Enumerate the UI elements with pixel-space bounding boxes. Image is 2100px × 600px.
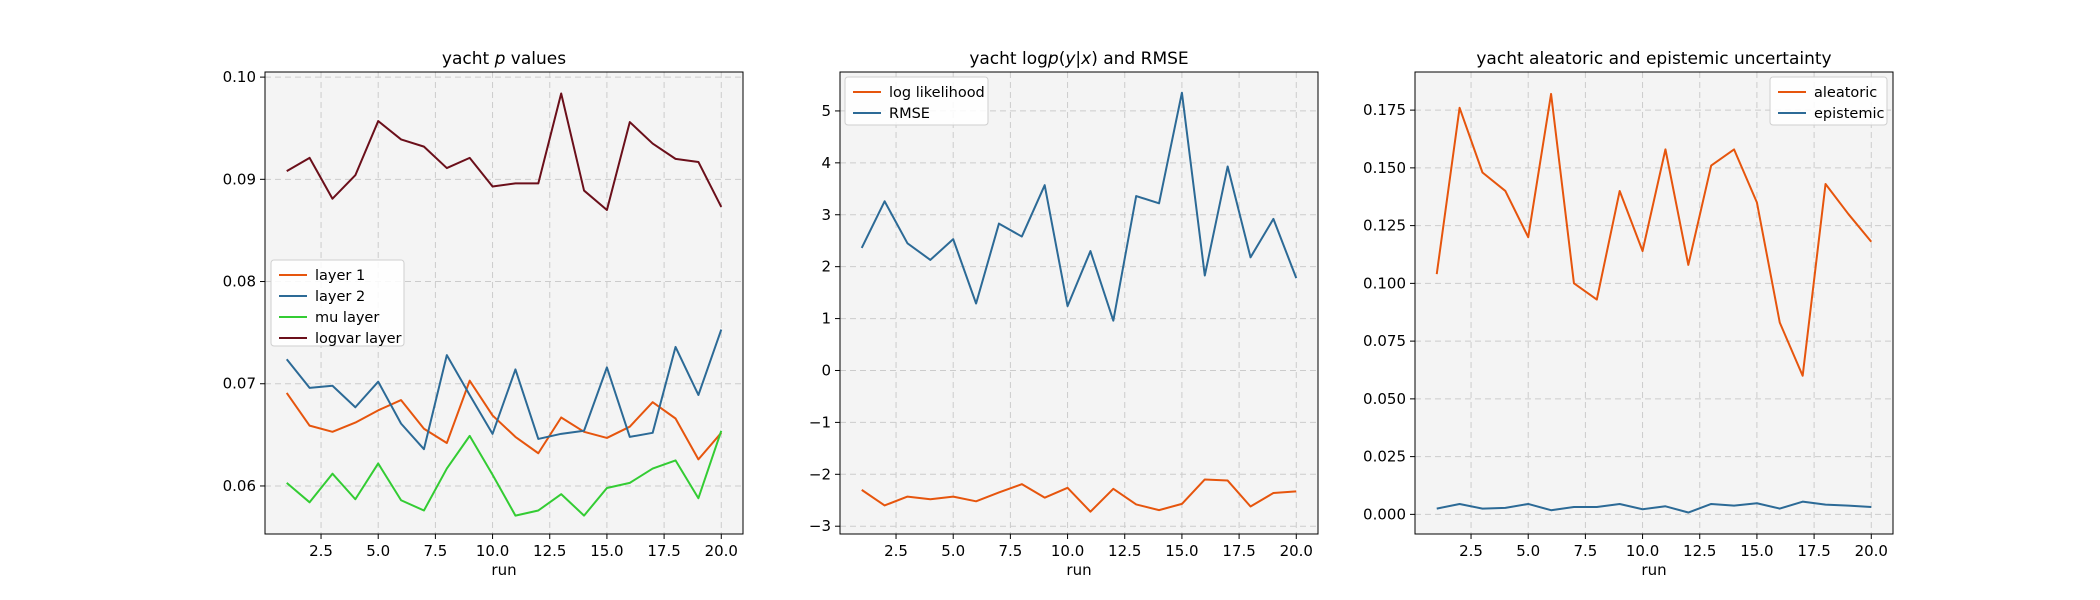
chart-panel-3: 2.5 5.0 7.5 10.0 12.5 15.0 17.5 20.0 0.000 0.025 0… xyxy=(1363,49,1894,579)
y-tick-label: 3 xyxy=(821,206,831,224)
x-tick-label: 10.0 xyxy=(476,542,509,560)
y-tick-label: 0.09 xyxy=(223,170,256,188)
series-line-aleatoric xyxy=(1435,92,1873,377)
legend-label: log likelihood xyxy=(889,85,985,101)
x-tick-label: 15.0 xyxy=(1165,542,1198,560)
x-tick-label: 2.5 xyxy=(309,542,333,560)
x-axis-label: run xyxy=(1066,561,1091,579)
axes-frame xyxy=(839,71,1319,535)
legend: layer 1 layer 2 mu layer logvar layer xyxy=(270,259,405,347)
series-line-log-likelihood xyxy=(861,478,1297,513)
legend-label: layer 1 xyxy=(315,268,365,284)
x-tick-label: 7.5 xyxy=(423,542,447,560)
x-tick-label: 5.0 xyxy=(366,542,390,560)
x-tick-label: 7.5 xyxy=(1573,542,1597,560)
y-tick-label: 1 xyxy=(821,310,831,328)
y-tick-label: −2 xyxy=(809,465,831,483)
y-tick-label: 0.175 xyxy=(1363,101,1406,119)
x-tick-label: 20.0 xyxy=(1855,542,1888,560)
y-tick-label: 0.10 xyxy=(223,68,256,86)
y-tick-label: 4 xyxy=(821,154,831,172)
plot-area xyxy=(840,72,1318,534)
chart-title: yacht aleatoric and epistemic uncertaint… xyxy=(1476,49,1831,69)
chart-title: yacht logp(y|x) and RMSE xyxy=(969,49,1188,69)
y-tick-label: 0.06 xyxy=(223,477,256,495)
legend-label: aleatoric xyxy=(1814,85,1877,101)
series-line-epistemic xyxy=(1436,500,1872,514)
y-tick-label: 0.075 xyxy=(1363,332,1406,350)
plot-area xyxy=(1415,72,1893,534)
x-tick-label: 10.0 xyxy=(1626,542,1659,560)
x-tick-label: 12.5 xyxy=(533,542,566,560)
series-line-layer-1 xyxy=(285,379,723,461)
x-tick-label: 17.5 xyxy=(1222,542,1255,560)
y-tick-label: 0.07 xyxy=(223,375,256,393)
legend: aleatoric epistemic xyxy=(1769,76,1888,126)
x-tick-label: 12.5 xyxy=(1683,542,1716,560)
series-line-RMSE xyxy=(860,91,1298,322)
y-tick-label: −3 xyxy=(809,517,831,535)
y-tick-label: 0.150 xyxy=(1363,159,1406,177)
x-tick-label: 12.5 xyxy=(1108,542,1141,560)
x-tick-label: 5.0 xyxy=(941,542,965,560)
x-tick-label: 15.0 xyxy=(1740,542,1773,560)
axes-frame xyxy=(1414,71,1894,535)
series-line-logvar-layer xyxy=(286,92,723,211)
series-line-layer-2 xyxy=(285,329,723,451)
y-tick-label: 2 xyxy=(821,258,831,276)
x-tick-label: 2.5 xyxy=(884,542,908,560)
x-tick-label: 17.5 xyxy=(1797,542,1830,560)
x-axis-label: run xyxy=(1641,561,1666,579)
legend-label: mu layer xyxy=(315,310,379,326)
x-tick-label: 10.0 xyxy=(1051,542,1084,560)
legend-label: epistemic xyxy=(1814,106,1884,122)
axes-frame xyxy=(264,71,744,535)
x-tick-label: 17.5 xyxy=(647,542,680,560)
y-tick-label: 5 xyxy=(821,102,831,120)
legend-label: layer 2 xyxy=(315,289,365,305)
y-tick-label: 0.08 xyxy=(223,273,256,291)
chart-panel-1: 2.5 5.0 7.5 10.0 12.5 15.0 17.5 20.0 0.06 0.07 0.0… xyxy=(223,49,744,579)
x-tick-label: 5.0 xyxy=(1516,542,1540,560)
series-group xyxy=(1435,92,1873,514)
x-axis-label: run xyxy=(491,561,516,579)
x-tick-label: 20.0 xyxy=(705,542,738,560)
y-tick-label: 0.000 xyxy=(1363,505,1406,523)
chart-title: yacht p values xyxy=(442,49,566,69)
x-tick-label: 2.5 xyxy=(1459,542,1483,560)
legend: log likelihood RMSE xyxy=(844,76,989,126)
x-tick-label: 7.5 xyxy=(998,542,1022,560)
y-tick-label: 0.050 xyxy=(1363,390,1406,408)
y-tick-label: 0.025 xyxy=(1363,448,1406,466)
legend-label: RMSE xyxy=(889,106,930,122)
legend-frame xyxy=(270,259,405,347)
series-group xyxy=(860,91,1298,513)
series-line-mu-layer xyxy=(286,430,723,517)
series-group xyxy=(285,92,723,517)
y-tick-label: −1 xyxy=(809,413,831,431)
y-tick-label: 0.125 xyxy=(1363,217,1406,235)
y-tick-label: 0 xyxy=(821,361,831,379)
x-tick-label: 15.0 xyxy=(590,542,623,560)
y-tick-label: 0.100 xyxy=(1363,274,1406,292)
x-tick-label: 20.0 xyxy=(1280,542,1313,560)
legend-label: logvar layer xyxy=(315,331,402,347)
chart-panel-2: 2.5 5.0 7.5 10.0 12.5 15.0 17.5 20.0 −3 −2 −1 0 1 2 3 4… xyxy=(809,49,1319,579)
